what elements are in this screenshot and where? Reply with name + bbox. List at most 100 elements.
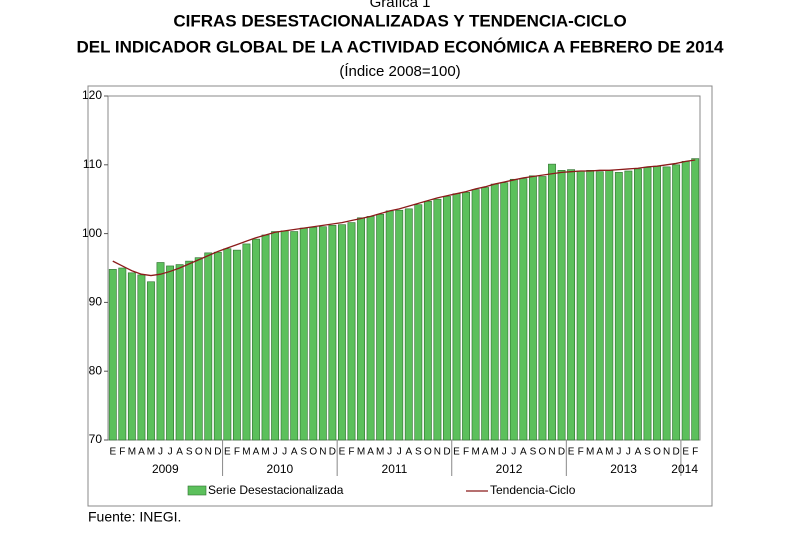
x-tick-label: J bbox=[273, 447, 278, 458]
bar bbox=[223, 248, 232, 441]
bar bbox=[309, 227, 318, 441]
x-tick-label: M bbox=[491, 447, 499, 458]
bar bbox=[681, 161, 690, 441]
x-tick-label: J bbox=[397, 447, 402, 458]
bar bbox=[366, 216, 375, 441]
x-tick-label: D bbox=[329, 447, 336, 458]
year-label: 2013 bbox=[610, 462, 637, 476]
bar bbox=[519, 178, 528, 441]
bar bbox=[414, 204, 423, 441]
x-tick-label: O bbox=[539, 447, 547, 458]
x-tick-label: S bbox=[300, 447, 307, 458]
bar bbox=[338, 224, 346, 441]
x-tick-label: D bbox=[443, 447, 450, 458]
x-tick-label: A bbox=[635, 447, 642, 458]
x-tick-label: E bbox=[339, 447, 346, 458]
x-tick-label: M bbox=[471, 447, 479, 458]
x-tick-label: M bbox=[605, 447, 613, 458]
x-tick-label: M bbox=[128, 447, 136, 458]
x-tick-label: S bbox=[644, 447, 651, 458]
year-label: 2012 bbox=[496, 462, 523, 476]
bar bbox=[481, 187, 490, 441]
bar bbox=[175, 264, 184, 441]
x-tick-label: F bbox=[119, 447, 125, 458]
bar bbox=[147, 281, 155, 441]
bar bbox=[443, 196, 451, 441]
bar bbox=[299, 227, 308, 441]
bar bbox=[423, 200, 432, 441]
x-tick-label: O bbox=[424, 447, 432, 458]
x-tick-label: S bbox=[186, 447, 193, 458]
bar bbox=[433, 198, 442, 441]
x-tick-label: J bbox=[502, 447, 507, 458]
bar bbox=[166, 265, 174, 441]
bar bbox=[567, 169, 576, 441]
year-label: 2010 bbox=[267, 462, 294, 476]
y-tick-label: 110 bbox=[83, 157, 102, 171]
bar bbox=[624, 170, 633, 441]
legend-swatch bbox=[187, 485, 207, 496]
source: Fuente: INEGI. bbox=[88, 509, 181, 525]
x-tick-label: A bbox=[253, 447, 260, 458]
y-tick-label: 100 bbox=[82, 226, 102, 240]
bar bbox=[385, 210, 394, 441]
x-tick-label: M bbox=[242, 447, 250, 458]
bar bbox=[242, 243, 251, 441]
x-tick-label: F bbox=[692, 447, 698, 458]
bar bbox=[156, 262, 165, 441]
x-tick-label: E bbox=[109, 447, 116, 458]
bar bbox=[232, 249, 241, 441]
x-tick-label: F bbox=[234, 447, 240, 458]
x-tick-label: N bbox=[205, 447, 212, 458]
bar bbox=[605, 170, 614, 441]
y-tick-label: 90 bbox=[89, 295, 103, 309]
bar bbox=[462, 192, 470, 441]
x-tick-label: D bbox=[214, 447, 221, 458]
bar bbox=[538, 176, 547, 441]
bar bbox=[213, 251, 222, 441]
chart-title: CIFRAS DESESTACIONALIZADAS Y TENDENCIA-C… bbox=[173, 11, 626, 30]
x-tick-label: A bbox=[138, 447, 145, 458]
x-tick-label: F bbox=[463, 447, 469, 458]
x-tick-label: N bbox=[434, 447, 441, 458]
x-tick-label: M bbox=[261, 447, 269, 458]
bar bbox=[376, 214, 385, 441]
x-tick-label: A bbox=[405, 447, 412, 458]
x-tick-label: E bbox=[682, 447, 689, 458]
x-tick-label: A bbox=[291, 447, 298, 458]
bar bbox=[395, 209, 404, 441]
bar bbox=[357, 217, 365, 441]
bar bbox=[500, 182, 509, 441]
x-tick-label: D bbox=[558, 447, 565, 458]
x-tick-label: O bbox=[309, 447, 317, 458]
trend-line bbox=[112, 159, 696, 277]
bar bbox=[280, 230, 289, 441]
bar bbox=[595, 171, 604, 441]
x-tick-label: J bbox=[168, 447, 173, 458]
x-tick-label: A bbox=[596, 447, 603, 458]
bar bbox=[662, 166, 671, 441]
bar bbox=[528, 175, 537, 441]
year-label: 2011 bbox=[382, 462, 408, 476]
x-tick-label: F bbox=[578, 447, 584, 458]
x-tick-label: M bbox=[357, 447, 365, 458]
bar bbox=[318, 226, 327, 441]
bar bbox=[290, 231, 299, 441]
bar bbox=[328, 225, 337, 441]
x-tick-label: J bbox=[511, 447, 516, 458]
x-tick-label: O bbox=[195, 447, 203, 458]
x-tick-label: N bbox=[319, 447, 326, 458]
plot-area bbox=[107, 95, 701, 441]
x-tick-label: J bbox=[282, 447, 287, 458]
x-tick-label: J bbox=[158, 447, 163, 458]
x-tick-label: A bbox=[520, 447, 527, 458]
y-tick-label: 70 bbox=[89, 432, 103, 446]
x-tick-label: O bbox=[653, 447, 661, 458]
bar bbox=[204, 252, 213, 441]
x-tick-label: D bbox=[673, 447, 680, 458]
x-tick-label: J bbox=[387, 447, 392, 458]
bar bbox=[586, 170, 595, 441]
x-tick-label: N bbox=[663, 447, 670, 458]
x-tick-label: F bbox=[348, 447, 354, 458]
